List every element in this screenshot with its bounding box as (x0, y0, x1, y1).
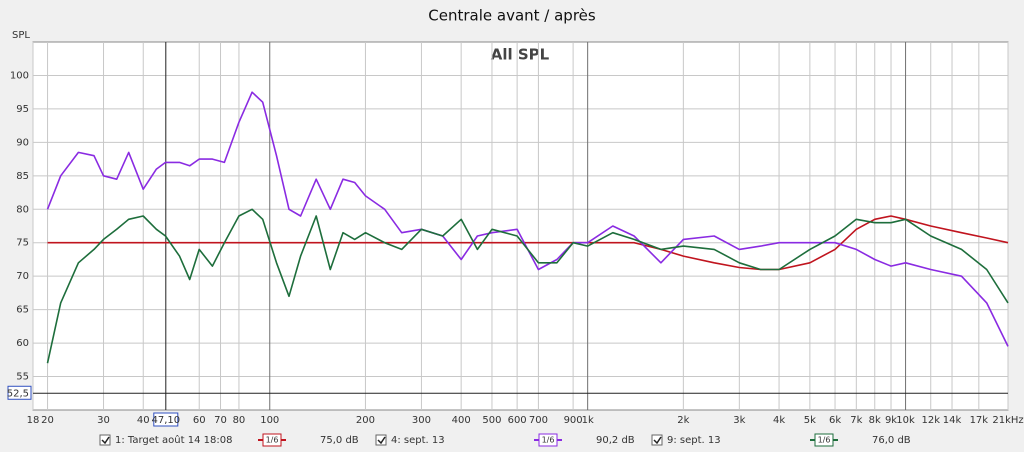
legend-label: 1: Target août 14 18:08 (115, 434, 232, 446)
x-tick-label: 700 (529, 415, 548, 426)
legend-checkbox[interactable] (375, 434, 387, 446)
chart-subtitle: All SPL (491, 46, 550, 64)
legend-check (377, 436, 386, 445)
y-tick-label: 85 (16, 171, 29, 182)
legend-smoothing: 1/6 (818, 436, 831, 445)
x-tick-label: 4k (773, 415, 785, 426)
legend-smoothing-box[interactable] (814, 433, 834, 447)
x-tick-label: 20 (41, 415, 54, 426)
x-tick-label: 40 (137, 415, 150, 426)
x-tick-label: 2k (677, 415, 689, 426)
x-tick-label: 8k (869, 415, 881, 426)
cursor-label: 52,5 (7, 388, 29, 399)
y-tick-label: 90 (16, 137, 29, 148)
y-tick-label: 70 (16, 271, 29, 282)
x-tick-label: 600 (508, 415, 527, 426)
legend-smoothing-box[interactable] (538, 433, 558, 447)
x-tick-label: 10k (896, 415, 915, 426)
x-tick-label: 60 (193, 415, 206, 426)
legend-label: 4: sept. 13 (391, 435, 445, 446)
x-tick-label: 100 (260, 415, 279, 426)
x-tick-label: 7k (850, 415, 862, 426)
y-axis-label: SPL (12, 30, 30, 41)
x-tick-label: 80 (233, 415, 246, 426)
cursor-box (7, 385, 32, 400)
cursor-label: 47,10 (151, 415, 180, 426)
legend-check (653, 436, 662, 445)
y-tick-label: 60 (16, 338, 29, 349)
legend-smoothing: 1/6 (266, 436, 279, 445)
x-tick-label: 1k (582, 415, 594, 426)
x-tick-label: 17k (970, 415, 989, 426)
legend-checkbox[interactable] (651, 434, 663, 446)
x-tick-label: 18 (27, 415, 40, 426)
x-tick-label: 400 (452, 415, 471, 426)
x-tick-label: 21kHz (992, 415, 1023, 426)
legend-smoothing: 1/6 (542, 436, 555, 445)
x-tick-label: 12k (921, 415, 940, 426)
legend-level: 76,0 dB (872, 435, 911, 446)
legend-level: 90,2 dB (596, 435, 635, 446)
legend-checkbox[interactable] (99, 434, 111, 446)
x-tick-label: 900 (564, 415, 583, 426)
y-tick-label: 95 (16, 104, 29, 115)
x-tick-label: 9k (885, 415, 897, 426)
cursor-box (153, 412, 179, 427)
legend-level: 75,0 dB (320, 435, 359, 446)
x-tick-label: 5k (804, 415, 816, 426)
x-tick-label: 500 (482, 415, 501, 426)
x-tick-label: 200 (356, 415, 375, 426)
y-tick-label: 55 (16, 372, 29, 383)
series-line (46, 91, 1009, 347)
x-tick-label: 6k (829, 415, 841, 426)
legend-smoothing-box[interactable] (262, 433, 282, 447)
x-tick-label: 14k (943, 415, 962, 426)
legend-label: 9: sept. 13 (667, 435, 721, 446)
lines (46, 91, 1009, 364)
legend: 1: Target août 14 18:08 1/6 75,0 dB 4: sept… (99, 433, 911, 447)
x-tick-label: 30 (97, 415, 110, 426)
x-tick-label: 3k (733, 415, 745, 426)
series-line (47, 215, 1009, 271)
y-tick-label: 80 (16, 204, 29, 215)
y-tick-label: 75 (16, 238, 29, 249)
y-tick-label: 100 (10, 70, 29, 81)
x-tick-label: 300 (412, 415, 431, 426)
plot-area (32, 41, 1009, 411)
chart-title: Centrale avant / après (428, 7, 596, 25)
legend-check (101, 436, 110, 445)
x-tick-label: 70 (214, 415, 227, 426)
series-line (46, 208, 1009, 364)
y-tick-label: 65 (16, 305, 29, 316)
